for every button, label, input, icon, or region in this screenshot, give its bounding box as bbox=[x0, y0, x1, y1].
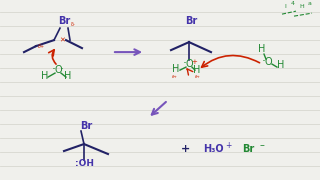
Text: ·: · bbox=[60, 63, 64, 76]
Text: ✕: ✕ bbox=[59, 37, 65, 43]
Text: a: a bbox=[308, 1, 312, 6]
Text: +: + bbox=[180, 144, 190, 154]
Text: δ+: δ+ bbox=[195, 75, 201, 79]
Text: :OH: :OH bbox=[75, 159, 93, 168]
Text: +: + bbox=[191, 59, 197, 65]
Text: Br: Br bbox=[185, 16, 197, 26]
Text: Br: Br bbox=[80, 121, 92, 131]
Text: H: H bbox=[193, 65, 201, 75]
Text: Br: Br bbox=[58, 16, 70, 26]
Text: δ+: δ+ bbox=[172, 75, 178, 79]
Text: H: H bbox=[172, 64, 180, 74]
Text: –: – bbox=[260, 140, 264, 150]
Text: H: H bbox=[258, 44, 266, 54]
Text: δ-: δ- bbox=[71, 22, 76, 27]
Text: ·: · bbox=[262, 55, 266, 68]
Text: Br: Br bbox=[242, 144, 254, 154]
Text: δ+: δ+ bbox=[38, 44, 45, 49]
Text: l: l bbox=[284, 4, 286, 9]
Text: O: O bbox=[54, 65, 62, 75]
Text: O: O bbox=[185, 59, 193, 69]
Text: H: H bbox=[41, 71, 49, 81]
Text: O: O bbox=[264, 57, 272, 67]
Text: ·: · bbox=[183, 57, 187, 70]
Text: 4: 4 bbox=[291, 1, 295, 6]
Text: H: H bbox=[64, 71, 72, 81]
Text: +: + bbox=[225, 141, 231, 150]
Text: H₃O: H₃O bbox=[203, 144, 223, 154]
Text: ·: · bbox=[52, 63, 56, 76]
Text: H: H bbox=[299, 4, 304, 9]
Text: H: H bbox=[277, 60, 285, 70]
